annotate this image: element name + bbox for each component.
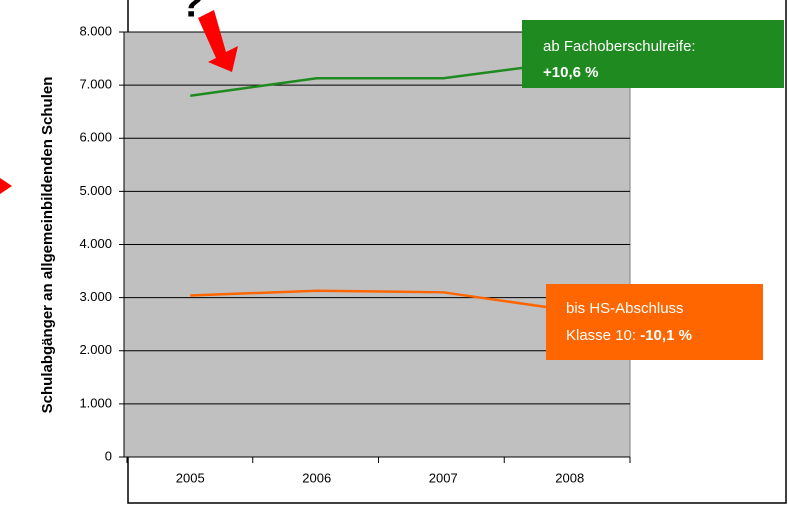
y-tick-label: 8.000 [79,23,112,38]
annotation-box [546,284,763,360]
y-tick-label: 5.000 [79,183,112,198]
arrow-left [0,178,12,194]
y-tick-label: 0 [105,448,112,463]
y-tick-label: 6.000 [79,130,112,145]
x-tick-label: 2007 [429,470,458,485]
annotation-text: -10,1 % [640,327,692,344]
annotation-text: Klasse 10: [566,327,640,344]
annotation-text: ab Fachoberschulreife: [543,38,696,55]
y-tick-label: 3.000 [79,289,112,304]
x-tick-label: 2008 [555,470,584,485]
question-mark: ? [180,0,204,26]
y-tick-label: 2.000 [79,342,112,357]
series-line [190,289,570,312]
x-tick-label: 2005 [176,470,205,485]
y-tick-label: 4.000 [79,236,112,251]
annotation-text: bis HS-Abschluss [566,300,684,317]
annotation-text: Klasse 10: -10,1 % [566,327,692,344]
y-axis-label: Schulabgänger an allgemeinbildenden Schu… [39,77,56,414]
y-tick-label: 1.000 [79,395,112,410]
y-tick-label: 7.000 [79,77,112,92]
x-tick-label: 2006 [302,470,331,485]
arrow-red [198,10,238,72]
annotation-box [522,20,784,88]
series-line [190,60,570,97]
annotation-text: +10,6 % [543,64,598,81]
